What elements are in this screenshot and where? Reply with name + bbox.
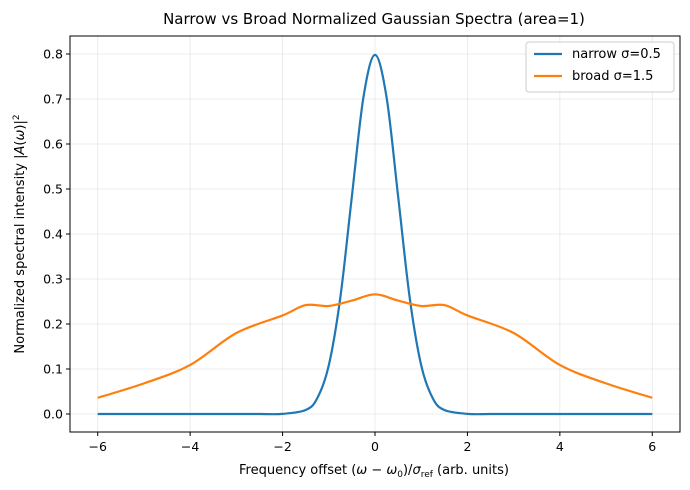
x-axis-label: Frequency offset (ω − ω0)/σref (arb. uni… (239, 463, 509, 480)
x-axis: −6 −4 −2 0 2 4 6 (89, 432, 656, 454)
y-axis: 0.0 0.1 0.2 0.3 0.4 0.5 0.6 0.7 0.8 (43, 47, 70, 422)
grid (70, 36, 680, 432)
x-tick-label: −2 (273, 439, 291, 454)
x-tick-label: 2 (463, 439, 471, 454)
y-tick-label: 0.4 (43, 227, 63, 242)
legend-label-broad: broad σ=1.5 (572, 69, 653, 84)
legend-box (525, 41, 675, 93)
y-tick-label: 0.5 (43, 182, 63, 197)
series-line-broad (97, 293, 653, 399)
legend: narrow σ=0.5 broad σ=1.5 (525, 41, 675, 93)
y-tick-label: 0.2 (43, 317, 63, 332)
y-tick-label: 0.1 (43, 362, 63, 377)
y-tick-label: 0.3 (43, 272, 63, 287)
legend-label-narrow: narrow σ=0.5 (572, 47, 661, 62)
x-tick-label: 0 (371, 439, 379, 454)
x-tick-label: −4 (181, 439, 199, 454)
y-tick-label: 0.8 (43, 47, 63, 62)
series-lines (97, 53, 653, 416)
y-axis-label: Normalized spectral intensity |A(ω)|2 (12, 114, 28, 353)
y-tick-label: 0.0 (43, 407, 63, 422)
y-tick-label: 0.6 (43, 137, 63, 152)
y-tick-label: 0.7 (43, 92, 63, 107)
x-tick-label: 4 (556, 439, 564, 454)
x-tick-label: 6 (648, 439, 656, 454)
x-tick-label: −6 (89, 439, 107, 454)
chart-title: Narrow vs Broad Normalized Gaussian Spec… (163, 10, 585, 28)
series-line-narrow (97, 53, 653, 416)
